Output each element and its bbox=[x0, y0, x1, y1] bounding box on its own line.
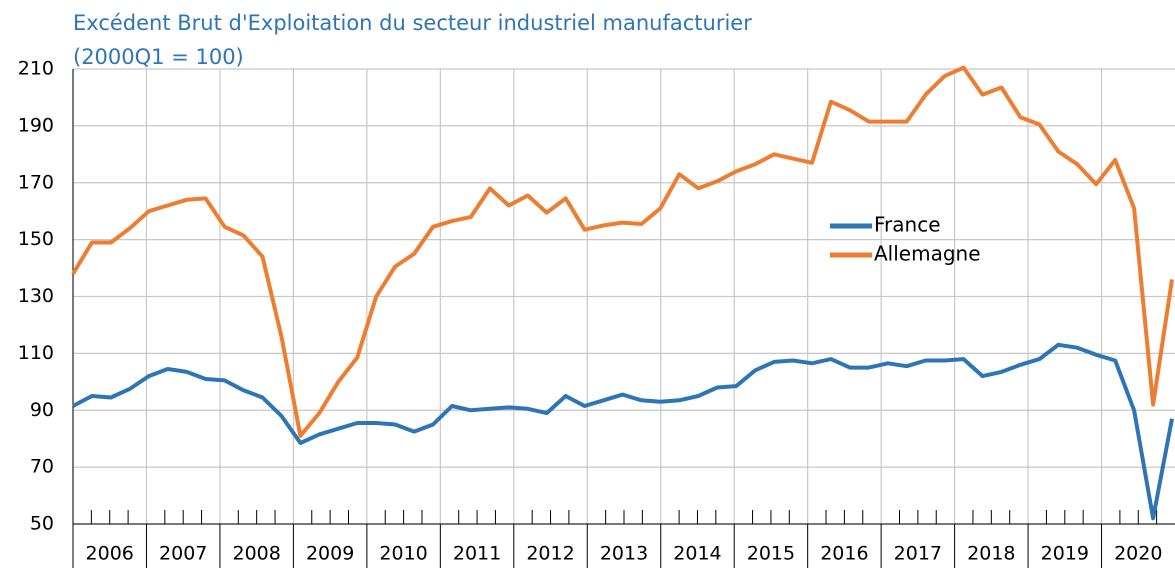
y-tick-label: 50 bbox=[30, 513, 54, 535]
y-tick-label: 190 bbox=[18, 114, 54, 136]
x-tick-label: 2016 bbox=[820, 543, 868, 565]
x-tick-label: 2006 bbox=[86, 543, 134, 565]
x-tick-label: 2014 bbox=[673, 543, 721, 565]
x-tick-label: 2009 bbox=[306, 543, 354, 565]
legend-label: France bbox=[874, 213, 941, 237]
series-line bbox=[72, 342, 1174, 521]
y-tick-label: 90 bbox=[30, 399, 54, 421]
x-tick-label: 2007 bbox=[159, 543, 207, 565]
y-tick-label: 150 bbox=[18, 228, 54, 250]
y-tick-label: 210 bbox=[18, 58, 54, 80]
x-tick-label: 2018 bbox=[967, 543, 1015, 565]
x-tick-label: 2020 bbox=[1114, 543, 1162, 565]
x-tick-label: 2015 bbox=[747, 543, 795, 565]
y-tick-label: 170 bbox=[18, 171, 54, 193]
legend-label: Allemagne bbox=[874, 242, 981, 266]
y-tick-label: 130 bbox=[18, 285, 54, 307]
series-line bbox=[71, 65, 1174, 438]
x-tick-label: 2008 bbox=[232, 543, 280, 565]
x-tick-label: 2017 bbox=[894, 543, 942, 565]
x-tick-label: 2019 bbox=[1041, 543, 1089, 565]
y-tick-label: 110 bbox=[18, 342, 54, 364]
y-tick-label: 70 bbox=[30, 456, 54, 478]
chart-title: Excédent Brut d'Exploitation du secteur … bbox=[73, 11, 752, 35]
x-tick-label: 2010 bbox=[379, 543, 427, 565]
x-tick-label: 2012 bbox=[526, 543, 574, 565]
x-tick-label: 2013 bbox=[600, 543, 648, 565]
x-tick-label: 2011 bbox=[453, 543, 501, 565]
chart-subtitle: (2000Q1 = 100) bbox=[73, 45, 244, 69]
